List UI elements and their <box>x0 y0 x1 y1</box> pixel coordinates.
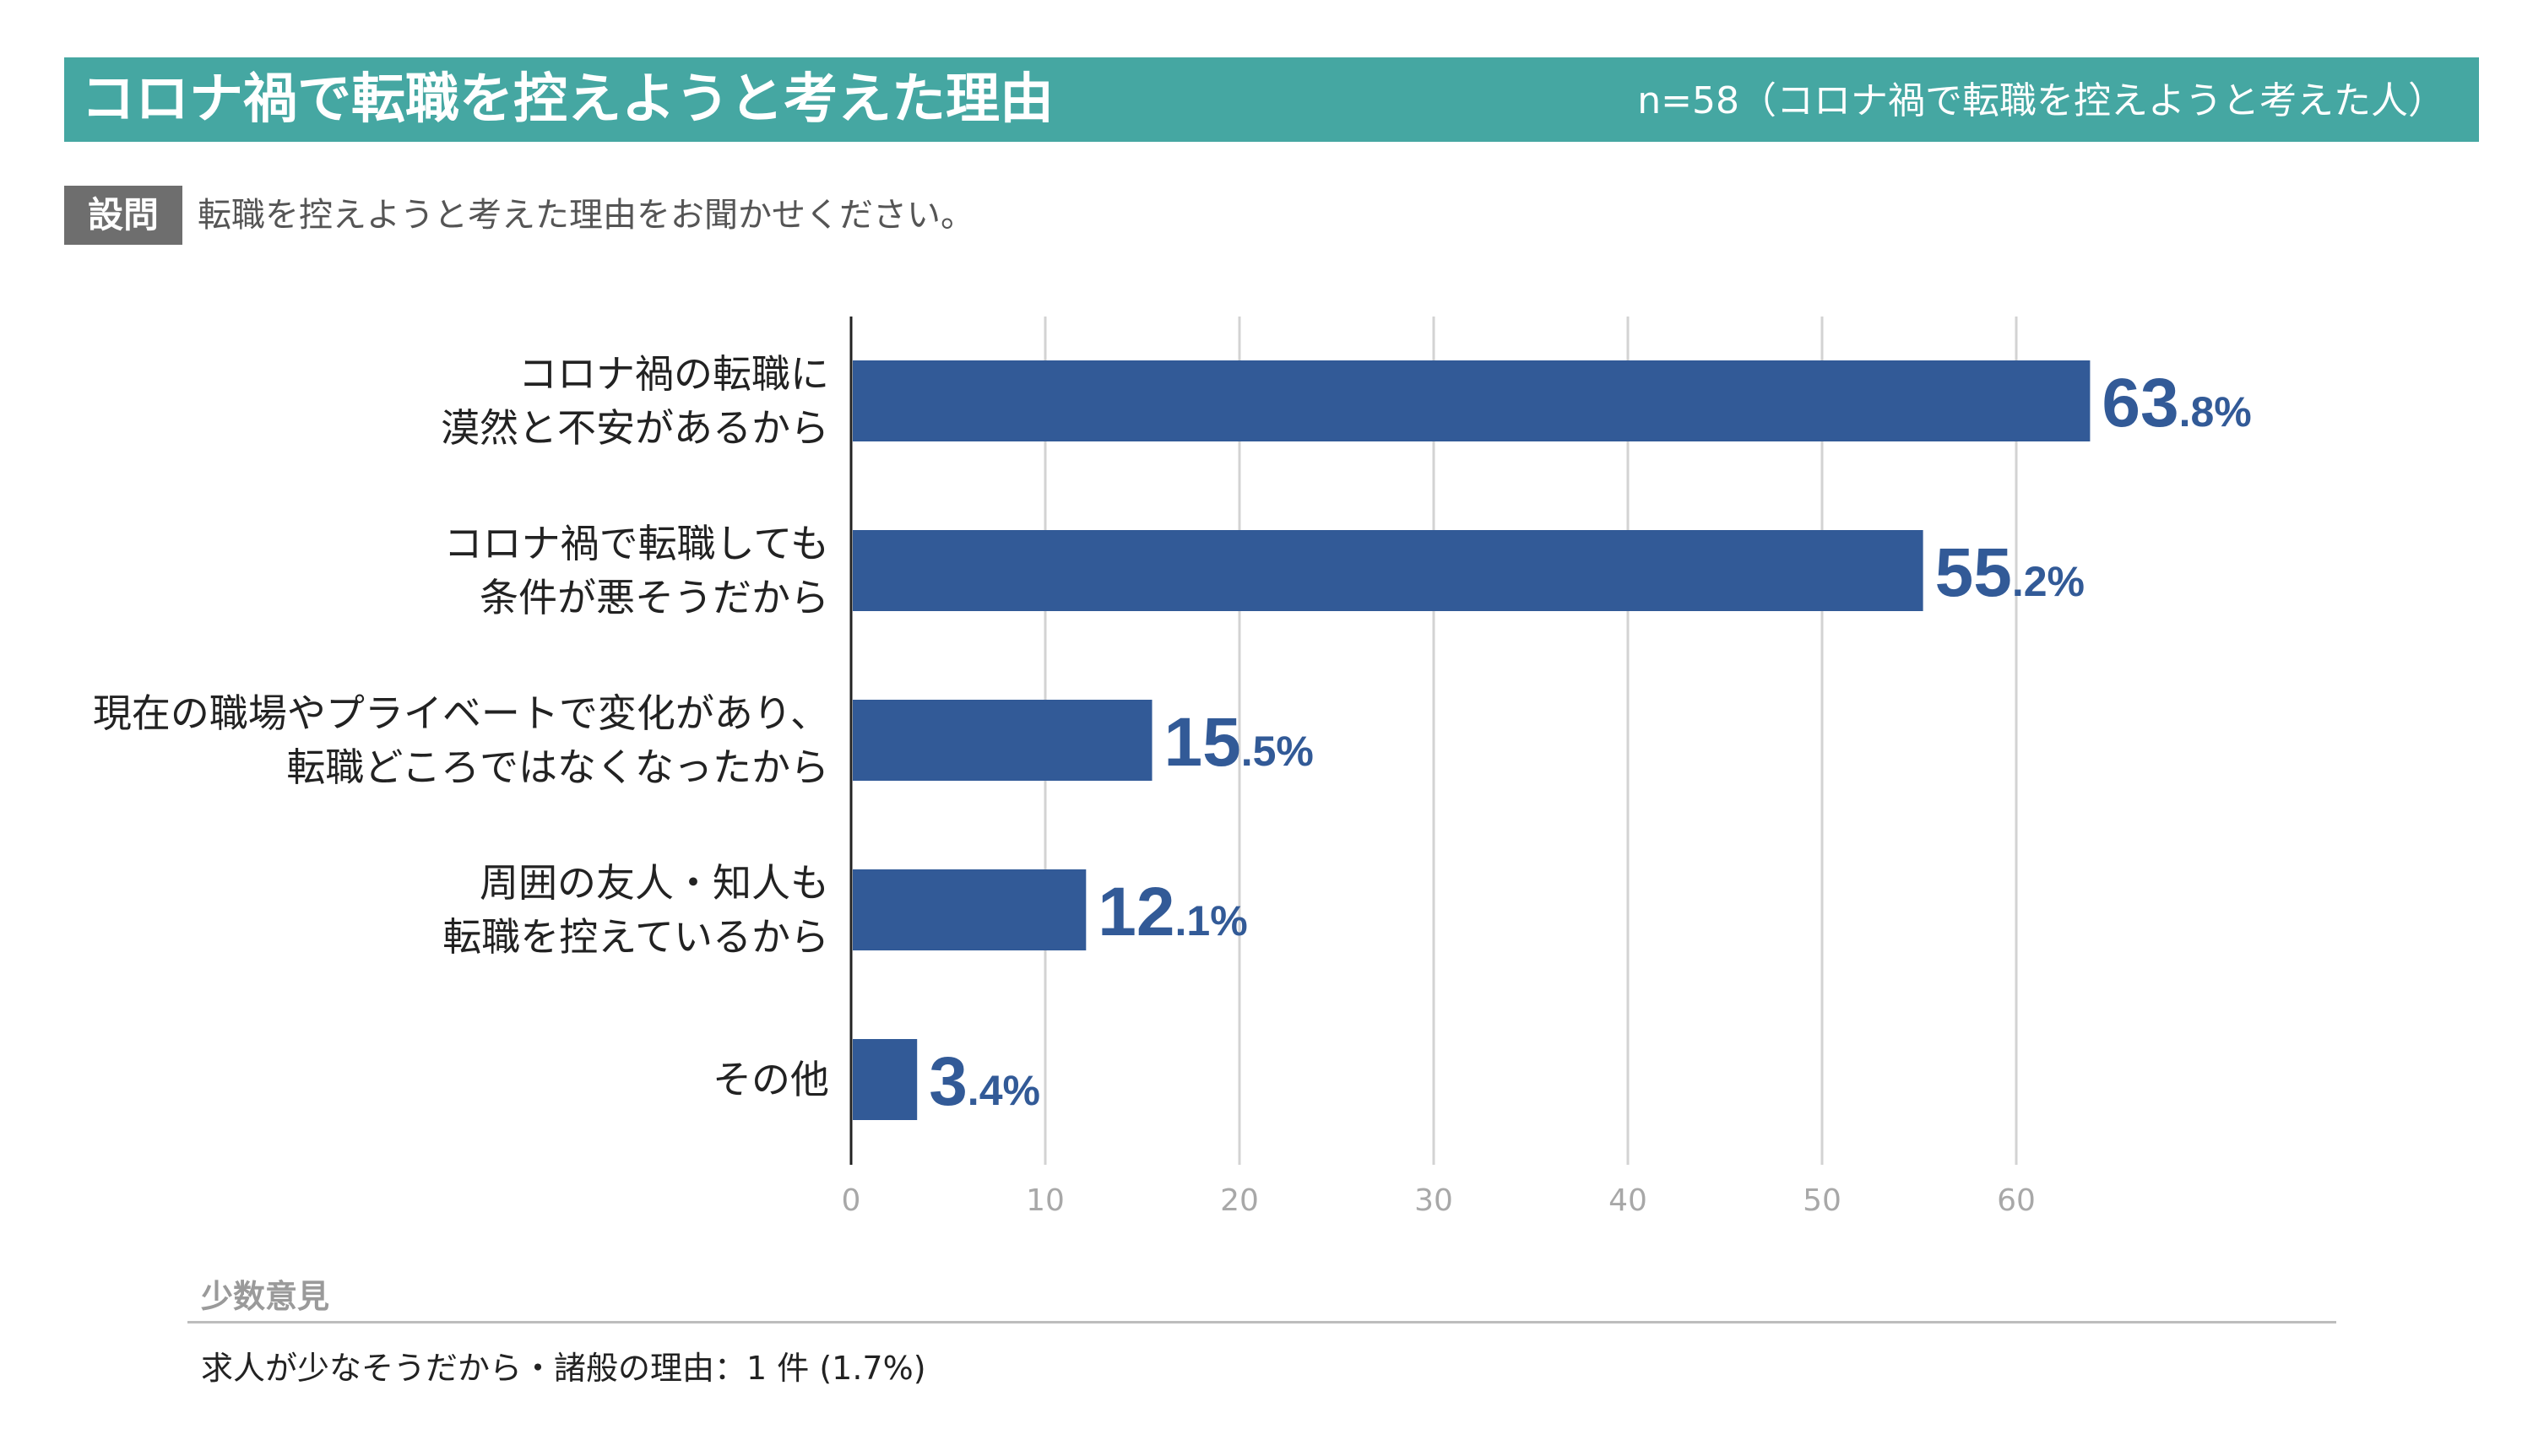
category-label: その他 <box>713 1057 829 1102</box>
category-label: 条件が悪そうだから <box>480 575 829 620</box>
bar <box>853 360 2091 441</box>
bar <box>853 700 1153 781</box>
value-label-decimal: .8% <box>2179 388 2252 436</box>
value-label-integer: 3 <box>929 1043 968 1120</box>
value-label-integer: 15 <box>1164 704 1241 781</box>
value-label: 63.8% <box>2102 365 2251 441</box>
category-label: 漠然と不安があるから <box>441 405 829 451</box>
value-label-integer: 63 <box>2102 365 2178 441</box>
minority-divider <box>187 1321 2336 1323</box>
bar <box>853 1039 918 1120</box>
question-badge: 設問 <box>64 186 182 245</box>
value-label-decimal: .4% <box>968 1067 1040 1114</box>
value-label-decimal: .1% <box>1175 897 1248 945</box>
x-tick-label: 60 <box>1997 1183 2036 1218</box>
value-label-decimal: .5% <box>1241 728 1314 775</box>
minority-heading: 少数意見 <box>201 1278 330 1315</box>
x-tick-label: 10 <box>1026 1183 1065 1218</box>
category-label: 周囲の友人・知人も <box>480 860 829 906</box>
x-tick-label: 40 <box>1608 1183 1647 1218</box>
x-tick-label: 0 <box>842 1183 861 1218</box>
category-label: コロナ禍の転職に <box>518 351 829 397</box>
category-label: 転職どころではなくなったから <box>286 744 829 790</box>
value-label: 12.1% <box>1098 874 1247 950</box>
x-tick-label: 20 <box>1220 1183 1259 1218</box>
value-label-integer: 12 <box>1098 874 1174 950</box>
value-label: 3.4% <box>929 1043 1040 1120</box>
value-label-integer: 55 <box>1935 534 2012 611</box>
x-tick-label: 30 <box>1414 1183 1453 1218</box>
category-label: コロナ禍で転職しても <box>444 521 829 566</box>
minority-item: 求人が少なそうだから・諸般の理由：1 件 (1.7%) <box>201 1350 926 1387</box>
bar <box>853 869 1087 950</box>
value-label-decimal: .2% <box>2012 558 2085 605</box>
sample-size: n=58（コロナ禍で転職を控えようと考えた人） <box>1637 79 2445 122</box>
x-tick-label: 50 <box>1803 1183 1841 1218</box>
bar <box>853 530 1923 611</box>
value-label: 15.5% <box>1164 704 1314 781</box>
value-label: 55.2% <box>1935 534 2085 611</box>
question-text: 転職を控えようと考えた理由をお聞かせください。 <box>198 196 974 235</box>
header-bar: コロナ禍で転職を控えようと考えた理由 n=58（コロナ禍で転職を控えようと考えた… <box>64 57 2479 142</box>
chart-title: コロナ禍で転職を控えようと考えた理由 <box>81 68 1054 131</box>
category-label: 現在の職場やプライベートで変化があり、 <box>93 690 829 736</box>
category-label: 転職を控えているから <box>442 914 829 960</box>
